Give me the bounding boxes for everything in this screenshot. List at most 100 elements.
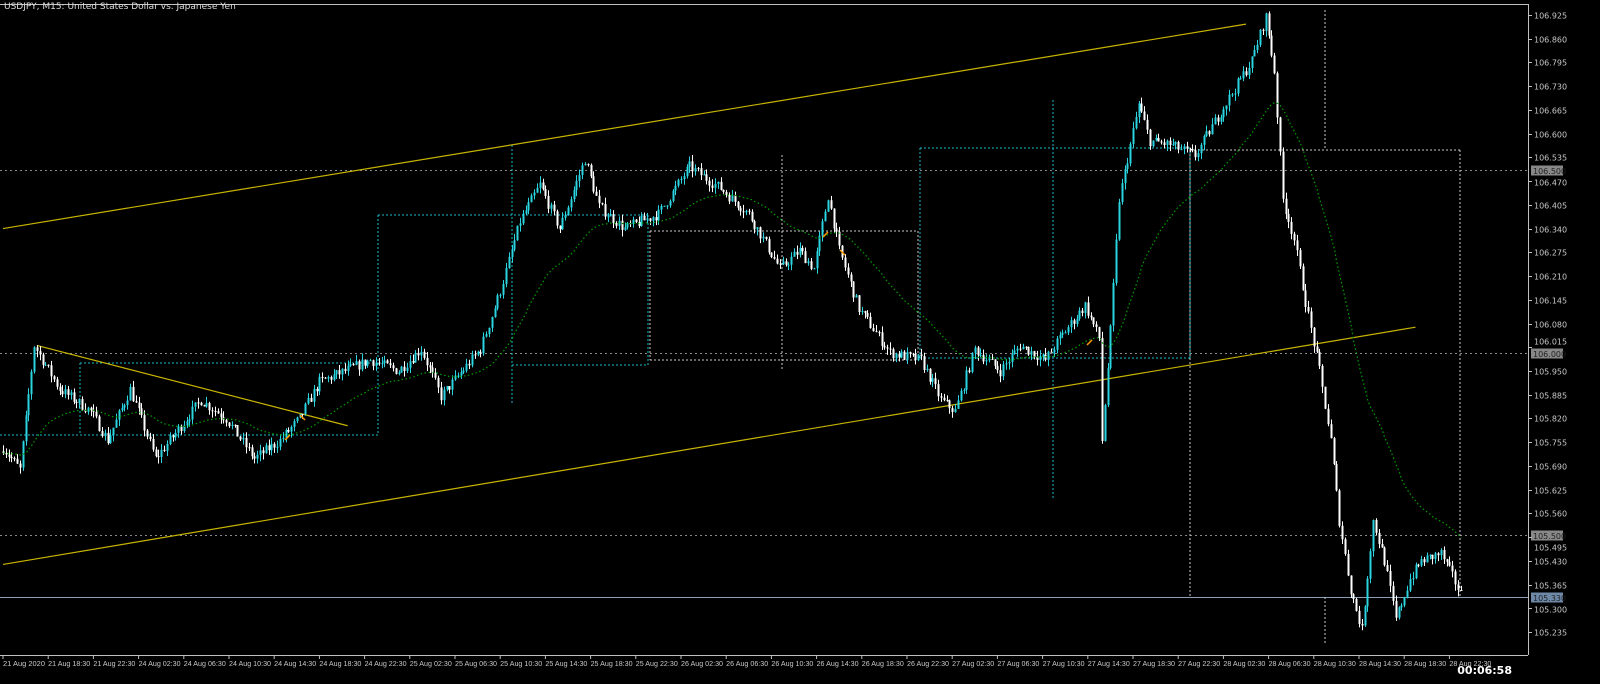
candle <box>53 375 56 382</box>
candle <box>1412 571 1415 586</box>
candle <box>330 375 333 384</box>
candle <box>30 369 33 400</box>
candle-body <box>1124 169 1127 184</box>
candle-body <box>1364 606 1367 626</box>
candle-body <box>1217 117 1220 122</box>
candle <box>513 233 516 252</box>
candle <box>770 252 773 259</box>
candle-body <box>575 180 578 190</box>
candle-body <box>50 365 53 377</box>
candle-body <box>1030 351 1033 355</box>
candle-body <box>330 377 333 380</box>
rectangle-objects[interactable] <box>0 10 1461 645</box>
candle <box>996 361 999 374</box>
candle <box>1090 312 1093 321</box>
candle-body <box>909 352 912 354</box>
candle <box>352 363 355 366</box>
candle <box>8 449 11 462</box>
ma-path <box>3 102 1462 539</box>
price-axis[interactable]: 106.500 106.000 105.500 105.330 106.925 106.8… <box>1528 12 1567 638</box>
candle <box>742 204 745 219</box>
candle-body <box>847 267 850 275</box>
candle <box>1149 128 1152 150</box>
candle-body <box>208 403 211 411</box>
candle <box>84 403 87 414</box>
candle-body <box>140 408 143 416</box>
candle <box>25 410 28 446</box>
candle-body <box>270 443 273 451</box>
orange-arrow-icon <box>839 249 846 256</box>
candle <box>1448 556 1451 567</box>
x-tick-label: 28 Aug 02:30 <box>1223 661 1265 668</box>
candle-body <box>869 316 872 329</box>
candle-body <box>440 387 443 401</box>
candle-body <box>81 399 84 410</box>
candle <box>434 368 437 380</box>
candle-body <box>892 349 895 359</box>
candle-body <box>827 200 830 212</box>
candle <box>968 367 971 374</box>
x-tick-label: 26 Aug 14:30 <box>817 661 859 668</box>
candle-body <box>883 345 886 348</box>
x-tick-label: 27 Aug 14:30 <box>1088 661 1130 668</box>
candle-body <box>386 360 389 364</box>
candle <box>929 368 932 385</box>
candle <box>717 181 720 189</box>
candle-body <box>573 189 576 200</box>
orange-arrow-icon <box>284 434 291 441</box>
candle-body <box>999 370 1002 377</box>
candle <box>881 326 884 350</box>
candle <box>1253 45 1256 57</box>
candle-body <box>691 161 694 172</box>
candle <box>429 362 432 374</box>
candle <box>313 385 316 407</box>
candle <box>516 225 519 241</box>
candle-body <box>1242 71 1245 79</box>
candle-body <box>1335 464 1338 491</box>
candle-body <box>875 331 878 333</box>
candle <box>700 163 703 181</box>
candle-body <box>375 362 378 367</box>
candle <box>1220 114 1223 125</box>
candle-body <box>301 413 304 415</box>
candle-body <box>940 396 943 398</box>
candle <box>793 248 796 257</box>
candle-body <box>878 332 881 334</box>
candle <box>1174 141 1177 150</box>
candle-body <box>1341 525 1344 540</box>
candle-body <box>454 375 457 380</box>
trendline-objects[interactable] <box>2 23 1416 566</box>
candle-body <box>1138 103 1141 117</box>
candle <box>172 434 175 442</box>
candle-body <box>259 450 262 455</box>
candle <box>1327 404 1330 427</box>
time-axis[interactable]: 21 Aug 2020 21 Aug 18:30 21 Aug 22:30 24 Au… <box>2 655 1492 668</box>
candle <box>1200 142 1203 160</box>
candle-body <box>1316 346 1319 352</box>
candle-body <box>519 223 522 226</box>
candle <box>748 208 751 215</box>
candle-body <box>655 217 658 221</box>
candle <box>1166 139 1169 151</box>
candle <box>847 263 850 278</box>
x-tick-label: 28 Aug 18:30 <box>1404 661 1446 668</box>
candle <box>50 360 53 383</box>
candle-body <box>451 379 454 390</box>
candle-body <box>1126 163 1129 170</box>
candle <box>1076 314 1079 327</box>
candle <box>850 272 853 288</box>
x-tick-label: 25 Aug 14:30 <box>545 661 587 668</box>
candle <box>321 372 324 383</box>
candle <box>609 208 612 217</box>
candle-body <box>550 204 553 209</box>
candle <box>1118 198 1121 241</box>
candle <box>27 388 30 422</box>
candle-body <box>1090 315 1093 318</box>
candle-body <box>666 205 669 207</box>
candle <box>386 359 389 364</box>
candle-body <box>756 227 759 230</box>
candle <box>570 196 573 212</box>
x-tick-label: 24 Aug 10:30 <box>229 661 271 668</box>
candle <box>994 359 997 369</box>
